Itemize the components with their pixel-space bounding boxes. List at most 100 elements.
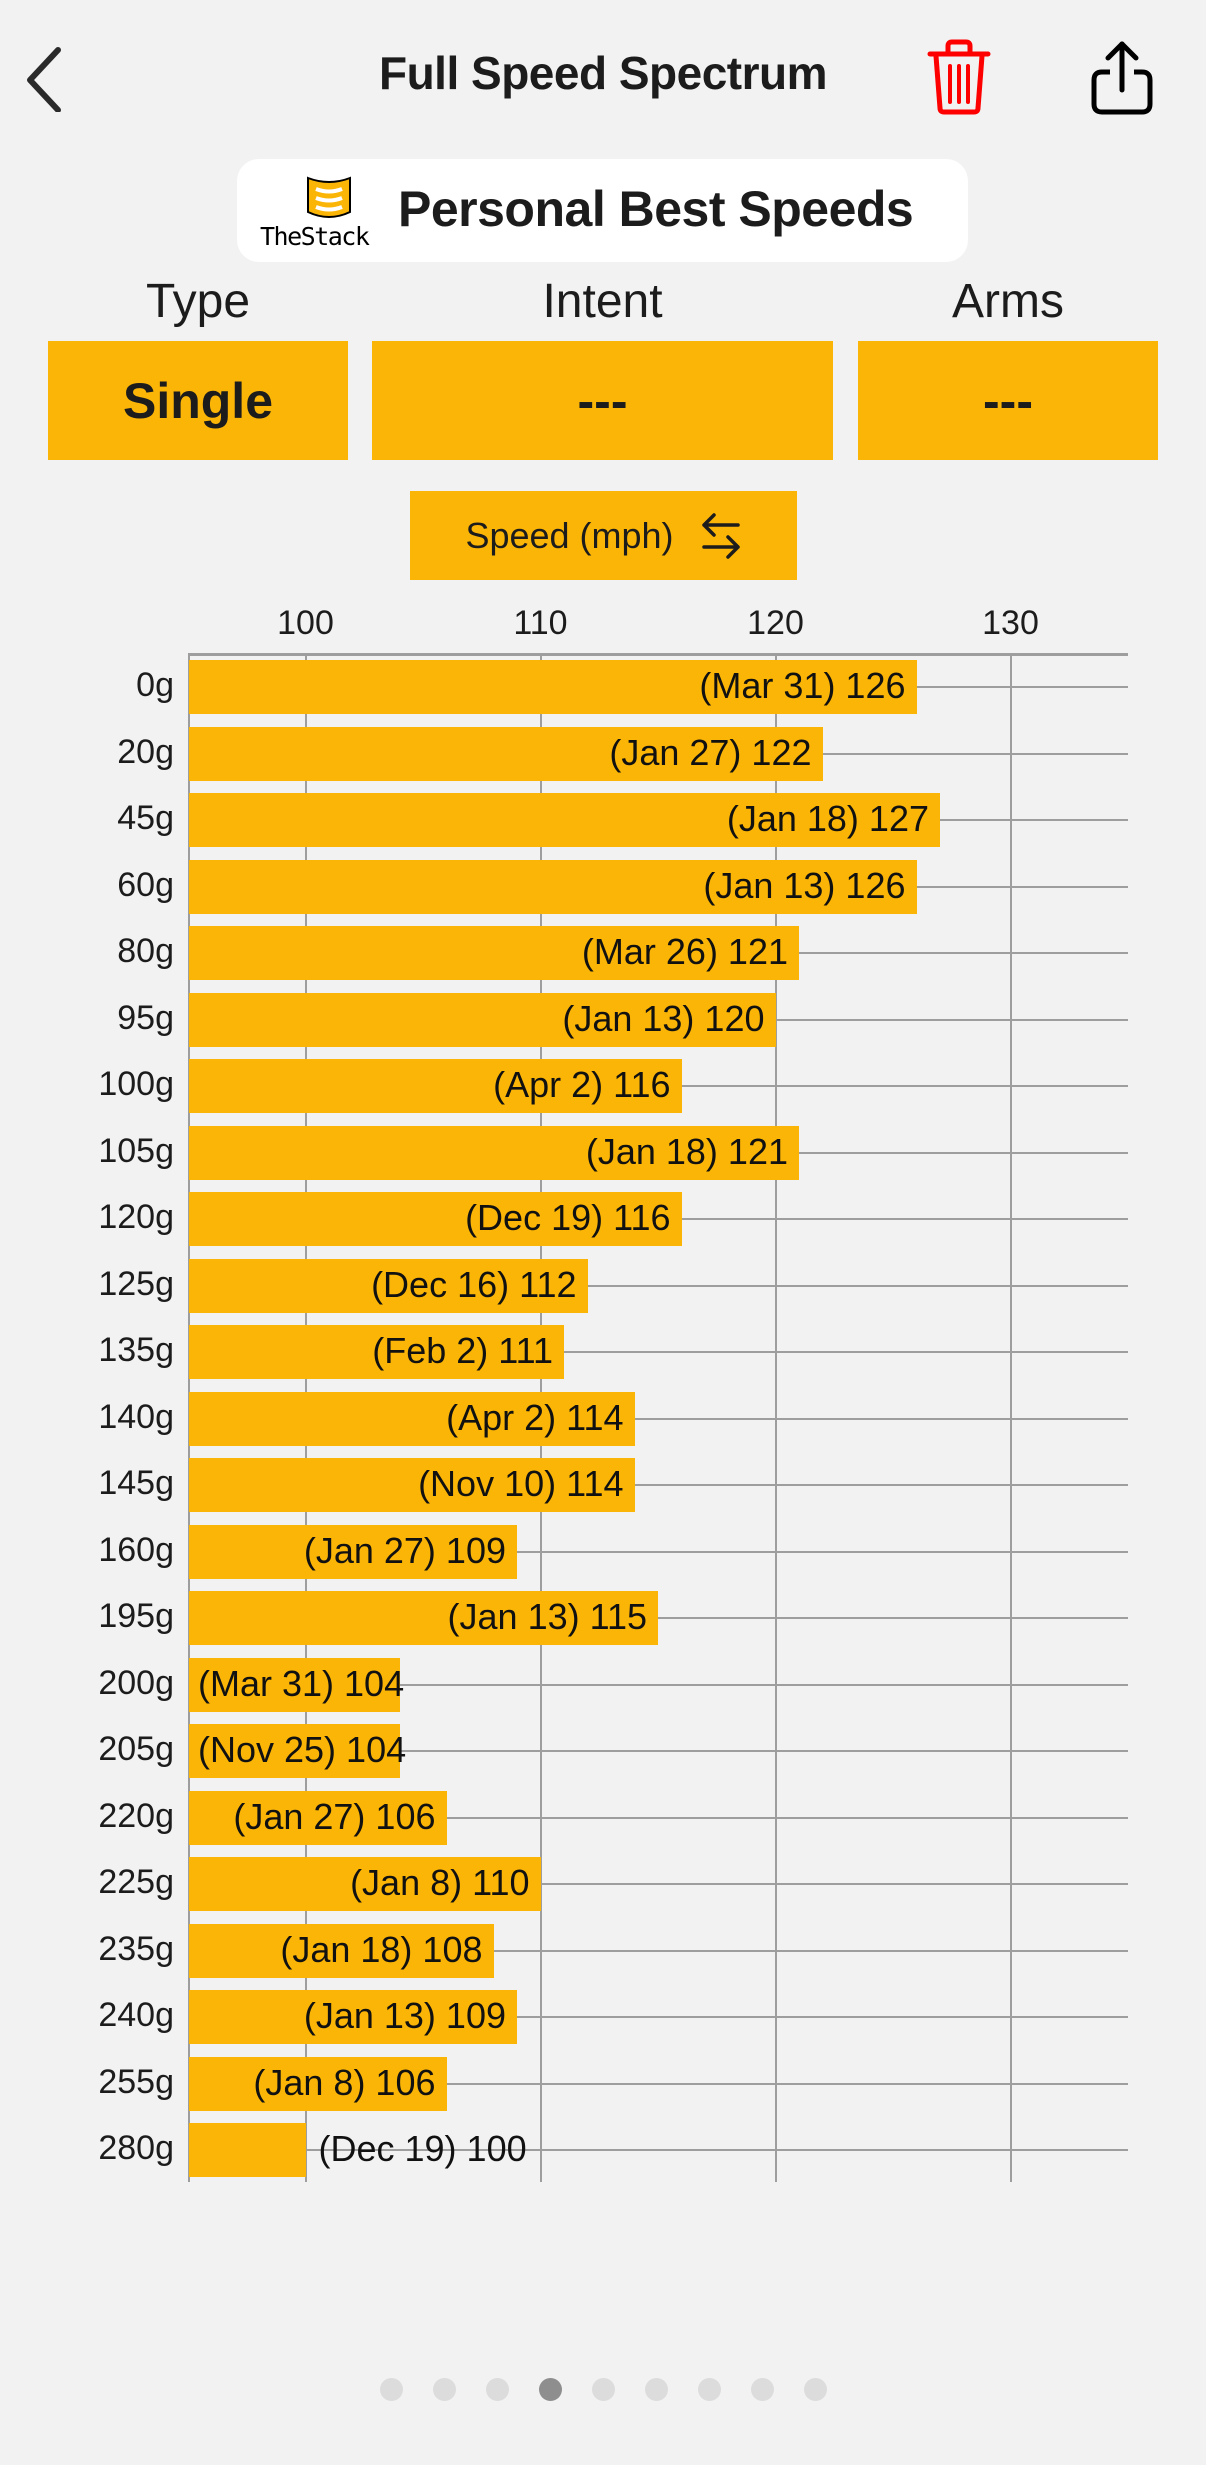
category-label: 120g bbox=[98, 1198, 174, 1236]
data-label: (Jan 8) 110 bbox=[350, 1862, 530, 1903]
data-label: (Nov 25) 104 bbox=[198, 1729, 407, 1770]
category-label: 100g bbox=[98, 1065, 174, 1103]
data-label: (Jan 13) 120 bbox=[562, 997, 765, 1039]
category-label: 80g bbox=[117, 932, 174, 970]
page-title: Full Speed Spectrum bbox=[378, 47, 828, 99]
bar-240g bbox=[189, 1990, 517, 2044]
data-label: (Mar 26) 121 bbox=[581, 931, 788, 972]
category-label: 240g bbox=[98, 1996, 174, 2034]
page-dot-8[interactable] bbox=[750, 2378, 774, 2401]
row-gridline bbox=[188, 1617, 1128, 1619]
category-label: 145g bbox=[98, 1464, 174, 1502]
trash-icon bbox=[927, 39, 991, 115]
bar-20g bbox=[189, 726, 823, 781]
row-gridline bbox=[188, 1750, 1128, 1752]
data-label: (Apr 2) 114 bbox=[446, 1396, 624, 1438]
metric-label: Speed (mph) bbox=[465, 514, 674, 556]
shield-logo-icon bbox=[307, 176, 351, 218]
data-label: (Jan 27) 122 bbox=[609, 731, 812, 773]
row-gridline bbox=[188, 1550, 1128, 1553]
bar-200g bbox=[189, 1657, 400, 1712]
category-label: 255g bbox=[98, 2062, 174, 2101]
bar-100g bbox=[189, 1059, 682, 1113]
bar-105g bbox=[189, 1125, 799, 1180]
delete-button[interactable] bbox=[924, 36, 994, 116]
data-label: (Jan 13) 115 bbox=[447, 1596, 647, 1637]
row-gridline bbox=[188, 1284, 1128, 1287]
row-gridline bbox=[188, 2016, 1128, 2018]
share-icon bbox=[1091, 41, 1153, 115]
category-label: 225g bbox=[98, 1863, 174, 1901]
data-label: (Jan 18) 127 bbox=[726, 798, 929, 839]
x-tick-label: 100 bbox=[277, 604, 334, 642]
category-label: 195g bbox=[98, 1597, 174, 1635]
data-label: (Dec 19) 116 bbox=[465, 1197, 671, 1238]
category-label: 280g bbox=[98, 2129, 174, 2167]
bar-255g bbox=[189, 2056, 447, 2111]
arms-selector[interactable]: --- bbox=[858, 341, 1158, 460]
category-label: 205g bbox=[98, 1730, 174, 1768]
x-tick-label: 110 bbox=[513, 604, 568, 642]
row-gridline bbox=[188, 1417, 1128, 1420]
filter-label-intent: Intent bbox=[542, 275, 663, 328]
data-label: (Dec 19) 100 bbox=[318, 2128, 527, 2169]
page-dot-7[interactable] bbox=[697, 2378, 721, 2401]
category-label: 140g bbox=[98, 1397, 174, 1436]
category-label: 160g bbox=[98, 1530, 174, 1569]
page-dot-5[interactable] bbox=[591, 2378, 615, 2401]
page-indicator[interactable] bbox=[0, 2378, 1206, 2401]
data-label: (Nov 10) 114 bbox=[418, 1463, 624, 1504]
header-card bbox=[237, 159, 968, 262]
page-dot-6[interactable] bbox=[644, 2378, 668, 2401]
data-label: (Feb 2) 111 bbox=[372, 1330, 553, 1371]
type-selector[interactable]: Single bbox=[48, 341, 348, 460]
data-label: (Jan 8) 106 bbox=[253, 2061, 436, 2103]
row-gridline bbox=[188, 1949, 1128, 1952]
page-dot-1[interactable] bbox=[379, 2378, 403, 2401]
bar-140g bbox=[189, 1391, 635, 1446]
row-gridline bbox=[188, 1883, 1128, 1885]
intent-selector[interactable]: --- bbox=[372, 341, 833, 460]
data-label: (Jan 27) 106 bbox=[233, 1795, 436, 1837]
category-label: 0g bbox=[136, 666, 174, 704]
page-dot-2[interactable] bbox=[432, 2378, 456, 2401]
category-label: 235g bbox=[98, 1929, 174, 1968]
page-dot-3[interactable] bbox=[485, 2378, 509, 2401]
share-button[interactable] bbox=[1088, 36, 1156, 116]
bar-220g bbox=[189, 1790, 447, 1845]
x-axis-line bbox=[188, 653, 1128, 656]
logo-text: TheStack bbox=[260, 222, 370, 251]
data-label: (Mar 31) 126 bbox=[699, 665, 906, 706]
row-gridline bbox=[188, 1816, 1128, 1819]
bar-225g bbox=[189, 1857, 541, 1911]
thestack-logo: TheStack bbox=[256, 172, 398, 251]
x-tick-label: 120 bbox=[747, 604, 804, 642]
page-dot-4[interactable] bbox=[538, 2378, 562, 2401]
metric-toggle-button[interactable]: Speed (mph) bbox=[410, 491, 797, 580]
back-button[interactable] bbox=[20, 42, 70, 113]
row-gridline bbox=[188, 2082, 1128, 2085]
row-gridline bbox=[188, 2149, 1128, 2151]
category-label: 45g bbox=[117, 799, 174, 837]
data-label: (Jan 13) 109 bbox=[303, 1995, 506, 2036]
card-title: Personal Best Speeds bbox=[398, 181, 914, 237]
bar-235g bbox=[189, 1923, 494, 1978]
x-tick-label: 130 bbox=[982, 604, 1039, 642]
bar-135g bbox=[189, 1325, 564, 1379]
category-label: 125g bbox=[98, 1264, 174, 1303]
bar-60g bbox=[189, 859, 917, 914]
bar-125g bbox=[189, 1258, 588, 1313]
bar-120g bbox=[189, 1192, 682, 1246]
category-label: 60g bbox=[117, 865, 174, 904]
category-label: 135g bbox=[98, 1331, 174, 1369]
data-label: (Dec 16) 112 bbox=[371, 1263, 577, 1305]
swap-arrows-icon bbox=[701, 512, 740, 559]
bar-195g bbox=[189, 1591, 658, 1645]
category-label: 105g bbox=[98, 1131, 174, 1170]
page-dot-9[interactable] bbox=[803, 2378, 827, 2401]
bar-160g bbox=[189, 1524, 517, 1579]
data-label: (Apr 2) 116 bbox=[493, 1064, 671, 1105]
row-gridline bbox=[188, 1484, 1128, 1486]
category-label: 200g bbox=[98, 1663, 174, 1702]
bar-205g bbox=[189, 1724, 400, 1778]
